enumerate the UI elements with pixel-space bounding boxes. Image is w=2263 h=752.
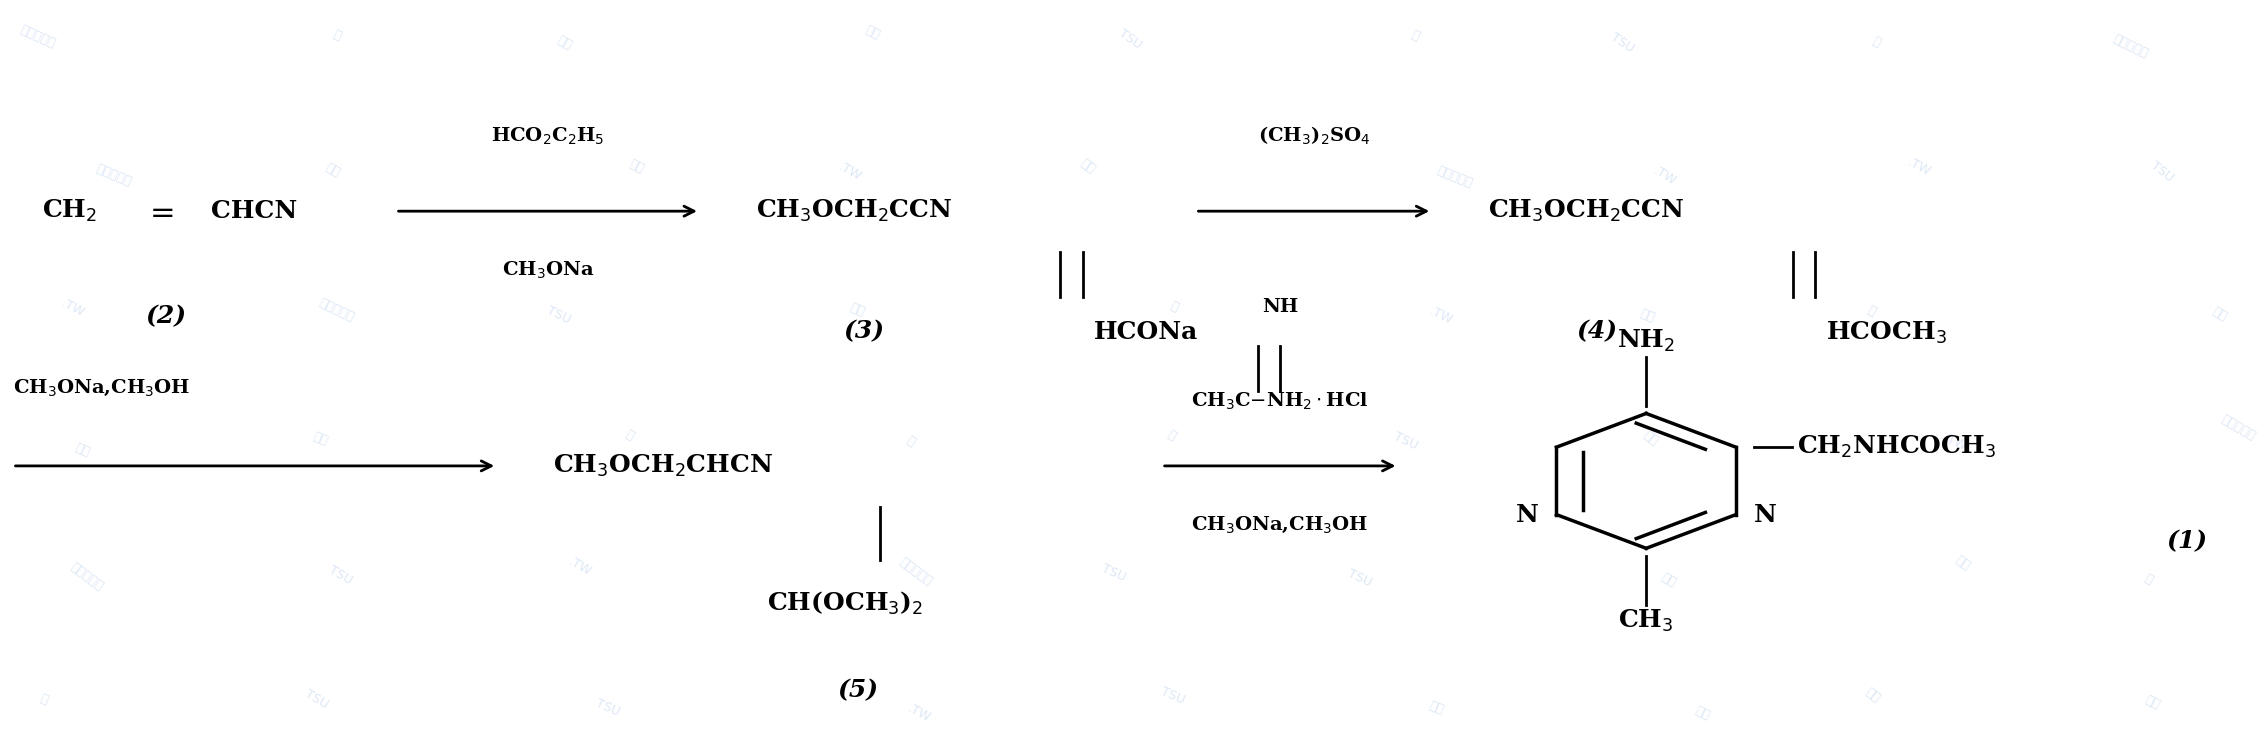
Text: 天山: 天山 (1077, 156, 1098, 176)
Text: CH$_3$ONa,CH$_3$OH: CH$_3$ONa,CH$_3$OH (1190, 514, 1369, 535)
Text: 天山: 天山 (862, 23, 883, 42)
Text: TSU: TSU (326, 563, 355, 587)
Text: $=$: $=$ (145, 196, 174, 226)
Text: CH$_3$ONa: CH$_3$ONa (502, 260, 593, 281)
Text: 天山医学院: 天山医学院 (1435, 164, 1475, 190)
Text: 院: 院 (1165, 429, 1179, 443)
Text: TSU: TSU (1392, 429, 1421, 452)
Text: .TW: .TW (566, 555, 593, 578)
Text: N: N (1516, 502, 1539, 526)
Text: HCONa: HCONa (1095, 320, 1199, 344)
Text: TSU: TSU (303, 687, 330, 711)
Text: (3): (3) (844, 319, 885, 343)
Text: 天山: 天山 (849, 301, 867, 319)
Text: 天山: 天山 (1638, 307, 1657, 324)
Text: 天山医学院: 天山医学院 (2220, 413, 2258, 443)
Text: 天山: 天山 (627, 158, 645, 176)
Text: CH$_3$ONa,CH$_3$OH: CH$_3$ONa,CH$_3$OH (14, 378, 190, 399)
Text: TSU: TSU (1116, 27, 1145, 52)
Text: HCO$_2$C$_2$H$_5$: HCO$_2$C$_2$H$_5$ (491, 126, 604, 147)
Text: .TW: .TW (59, 297, 86, 320)
Text: TSU: TSU (593, 696, 622, 718)
Text: 院: 院 (1410, 29, 1421, 44)
Text: TSU: TSU (1609, 30, 1636, 55)
Text: NH$_2$: NH$_2$ (1618, 327, 1675, 353)
Text: 天山: 天山 (2143, 693, 2163, 711)
Text: 天山医学院: 天山医学院 (317, 296, 355, 325)
Text: 院: 院 (622, 428, 636, 443)
Text: 天山: 天山 (1953, 553, 1971, 572)
Text: 天山医学院: 天山医学院 (93, 162, 134, 189)
Text: (5): (5) (837, 678, 878, 702)
Text: 天山: 天山 (72, 441, 93, 459)
Text: 院: 院 (1168, 300, 1181, 314)
Text: .TW: .TW (837, 160, 864, 183)
Text: (4): (4) (1575, 319, 1618, 343)
Text: NH: NH (1263, 298, 1299, 316)
Text: CH$_3$OCH$_2$CCN: CH$_3$OCH$_2$CCN (1489, 198, 1686, 224)
Text: 天山: 天山 (1428, 699, 1446, 717)
Text: TSU: TSU (1100, 562, 1127, 584)
Text: CHCN: CHCN (210, 199, 296, 223)
Text: CH$_3$: CH$_3$ (1618, 608, 1675, 635)
Text: 院: 院 (1869, 35, 1883, 50)
Text: .TW: .TW (1942, 432, 1969, 453)
Text: 院: 院 (38, 692, 50, 707)
Text: 天山: 天山 (1862, 685, 1883, 705)
Text: N: N (1754, 502, 1776, 526)
Text: 院: 院 (1865, 303, 1878, 318)
Text: CH$_3$OCH$_2$CHCN: CH$_3$OCH$_2$CHCN (554, 453, 774, 479)
Text: 天山: 天山 (1659, 571, 1679, 590)
Text: 院: 院 (2143, 572, 2154, 587)
Text: 天山医学院: 天山医学院 (896, 555, 935, 588)
Text: (CH$_3$)$_2$SO$_4$: (CH$_3$)$_2$SO$_4$ (1258, 125, 1369, 147)
Text: TSU: TSU (545, 304, 573, 326)
Text: 天山: 天山 (554, 34, 575, 53)
Text: 院: 院 (905, 434, 917, 449)
Text: CH$_3$C$-$NH$_2\cdot$HCl: CH$_3$C$-$NH$_2\cdot$HCl (1190, 391, 1369, 412)
Text: 天山: 天山 (310, 430, 330, 448)
Text: TSU: TSU (1159, 685, 1188, 707)
Text: .TW: .TW (905, 702, 932, 725)
Text: 天山医学院: 天山医学院 (18, 23, 59, 50)
Text: TSU: TSU (2148, 159, 2175, 185)
Text: 天山: 天山 (324, 161, 342, 180)
Text: TSU: TSU (1344, 567, 1374, 590)
Text: 院: 院 (330, 28, 344, 43)
Text: (2): (2) (145, 304, 186, 328)
Text: .TW: .TW (1905, 156, 1933, 179)
Text: CH$_2$NHCOCH$_3$: CH$_2$NHCOCH$_3$ (1797, 434, 1996, 460)
Text: (1): (1) (2166, 529, 2206, 553)
Text: CH$_2$: CH$_2$ (43, 198, 97, 224)
Text: 天山: 天山 (2211, 305, 2229, 323)
Text: .TW: .TW (1428, 305, 1455, 327)
Text: HCOCH$_3$: HCOCH$_3$ (1826, 320, 1946, 346)
Text: CH(OCH$_3$)$_2$: CH(OCH$_3$)$_2$ (767, 590, 923, 617)
Text: CH$_3$OCH$_2$CCN: CH$_3$OCH$_2$CCN (756, 198, 953, 224)
Text: 天山医学院: 天山医学院 (2111, 32, 2150, 60)
Text: 天山医学院: 天山医学院 (68, 560, 106, 593)
Text: 天山: 天山 (1641, 429, 1661, 448)
Text: .TW: .TW (1652, 164, 1679, 188)
Text: 天山: 天山 (1693, 704, 1711, 722)
